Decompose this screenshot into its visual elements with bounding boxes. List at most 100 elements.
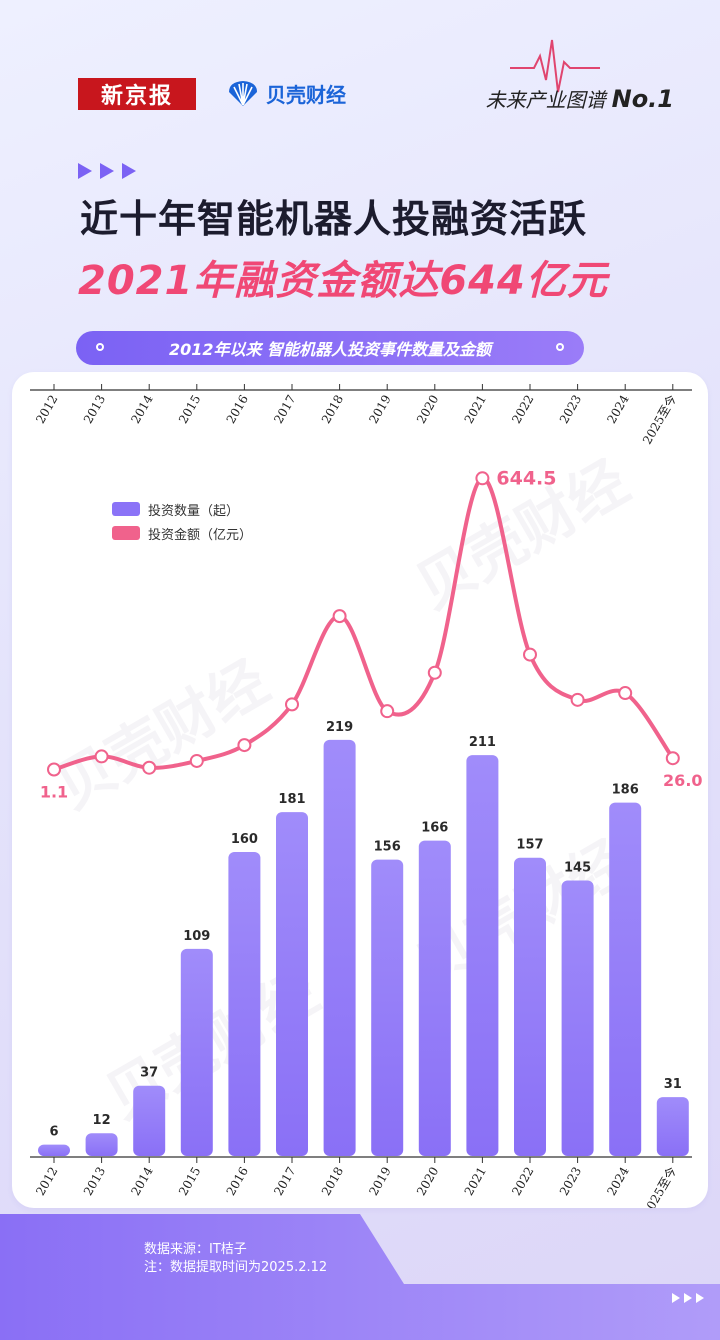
bottom-axis-tick-label: 2016	[224, 1165, 251, 1198]
top-axis-tick-label: 2014	[128, 392, 156, 426]
line-point	[475, 471, 490, 486]
bottom-axis-tick-label: 2020	[414, 1165, 441, 1198]
bar-value-label: 109	[183, 929, 210, 944]
line-value-label: 1.1	[40, 783, 68, 802]
triple-arrow-icon	[78, 163, 136, 179]
top-axis-tick-label: 2024	[604, 392, 632, 426]
headline-line-1: 近十年智能机器人投融资活跃	[80, 197, 588, 241]
line-point	[285, 697, 299, 712]
triple-arrow-small-icon	[672, 1293, 704, 1303]
bottom-axis-tick-label: 2019	[366, 1165, 393, 1198]
top-axis-tick-label: 2020	[414, 393, 441, 426]
bar-value-label: 12	[93, 1113, 111, 1128]
bottom-axis-tick-label: 2022	[509, 1165, 536, 1198]
line-point	[142, 760, 157, 775]
watermark-text: 贝壳财经	[45, 647, 280, 822]
chart-legend: 投资数量（起） 投资金额（亿元）	[112, 497, 252, 545]
shell-icon	[229, 81, 257, 106]
bottom-axis-tick-label: 2021	[462, 1165, 489, 1198]
top-axis-tick-label: 2022	[509, 393, 536, 426]
bar	[418, 840, 451, 1156]
bar-value-label: 186	[612, 783, 639, 798]
line-point	[332, 609, 347, 624]
bar-value-label: 31	[664, 1077, 682, 1092]
bar-value-label: 37	[140, 1066, 158, 1081]
top-axis-tick-label: 2023	[557, 393, 584, 426]
series-number: No.1	[611, 85, 674, 113]
beike-logo-text: 贝壳财经	[266, 82, 346, 107]
data-note: 注：数据提取时间为2025.2.12	[144, 1260, 328, 1275]
bar	[133, 1085, 166, 1156]
headline-line-2: 2021年融资金额达644亿元	[78, 258, 608, 304]
bottom-axis-tick-label: 2014	[128, 1164, 156, 1198]
bottom-axis-tick-label: 2015	[176, 1165, 203, 1198]
data-source: 数据来源：IT桔子	[144, 1242, 247, 1257]
bottom-axis-tick-label: 2012	[33, 1165, 60, 1198]
bottom-axis-tick-label: 2018	[319, 1165, 346, 1198]
top-axis-tick-label: 2012	[33, 393, 60, 426]
chart-subtitle-bar: 2012年以来 智能机器人投资事件数量及金额	[76, 331, 584, 365]
bar-value-label: 211	[469, 735, 496, 750]
bottom-axis-tick-label: 2013	[81, 1165, 108, 1198]
top-axis-tick-label: 2019	[366, 393, 393, 426]
bar	[656, 1097, 689, 1156]
line-point	[237, 738, 252, 753]
bar-value-label: 160	[231, 832, 258, 847]
bar	[371, 859, 404, 1156]
legend-swatch-bar	[112, 502, 140, 516]
xinjingbao-logo: 新京报	[78, 78, 196, 110]
top-axis-tick-label: 2015	[176, 393, 203, 426]
series-name: 未来产业图谱	[485, 88, 606, 112]
line-point	[427, 665, 442, 680]
top-axis-tick-label: 2016	[224, 393, 251, 426]
bar	[85, 1133, 118, 1156]
subtitle-dot-right	[556, 343, 564, 351]
top-axis-tick-label: 2025至今	[639, 392, 679, 447]
bar	[561, 880, 594, 1156]
bar-value-label: 6	[49, 1125, 58, 1140]
legend-swatch-line	[112, 526, 140, 540]
top-axis-tick-label: 2017	[271, 393, 298, 426]
bar	[228, 852, 261, 1156]
line-point	[47, 762, 61, 777]
line-point	[665, 751, 680, 766]
line-point	[570, 692, 585, 707]
bottom-axis-tick-label: 2017	[271, 1165, 298, 1198]
line-point	[618, 686, 633, 701]
bar	[180, 948, 213, 1156]
line-value-label: 644.5	[496, 467, 556, 489]
chart-subtitle: 2012年以来 智能机器人投资事件数量及金额	[168, 340, 492, 359]
top-axis-tick-label: 2021	[462, 393, 489, 426]
bar-value-label: 156	[374, 840, 401, 855]
bottom-axis-tick-label: 2024	[604, 1164, 632, 1198]
legend-item-count: 投资数量（起）	[112, 497, 252, 521]
pulse-line-icon	[510, 39, 600, 93]
bar-value-label: 145	[564, 861, 591, 876]
beike-caijing-logo: 贝壳财经	[226, 76, 346, 110]
line-point	[94, 749, 109, 764]
bar-value-label: 219	[326, 720, 353, 735]
bar	[38, 1144, 70, 1156]
top-axis-tick-label: 2018	[319, 393, 346, 426]
line-point	[523, 647, 537, 662]
subtitle-dot-left	[96, 343, 104, 351]
legend-label-amount: 投资金额（亿元）	[148, 527, 253, 543]
bar-value-label: 181	[278, 792, 305, 807]
legend-item-amount: 投资金额（亿元）	[112, 521, 252, 545]
bottom-axis-tick-label: 2023	[557, 1165, 584, 1198]
bar-value-label: 166	[421, 821, 448, 836]
bar	[466, 755, 499, 1156]
line-value-label: 26.0	[663, 771, 702, 790]
bar	[323, 739, 356, 1156]
bottom-axis-tick-label: 2025至今	[639, 1164, 679, 1208]
line-point	[380, 704, 395, 719]
bar	[609, 802, 642, 1156]
bar	[514, 857, 546, 1156]
bar-value-label: 157	[516, 838, 543, 853]
top-axis-tick-label: 2013	[81, 393, 108, 426]
investment-chart: 贝壳财经贝壳财经贝壳财经贝壳财经 20122013201420152016201…	[30, 384, 703, 1208]
series-tag: 未来产业图谱 No.1	[486, 84, 674, 113]
legend-label-count: 投资数量（起）	[148, 503, 240, 519]
footer-notes: 数据来源：IT桔子 注：数据提取时间为2025.2.12	[144, 1241, 327, 1277]
line-point	[189, 753, 204, 768]
